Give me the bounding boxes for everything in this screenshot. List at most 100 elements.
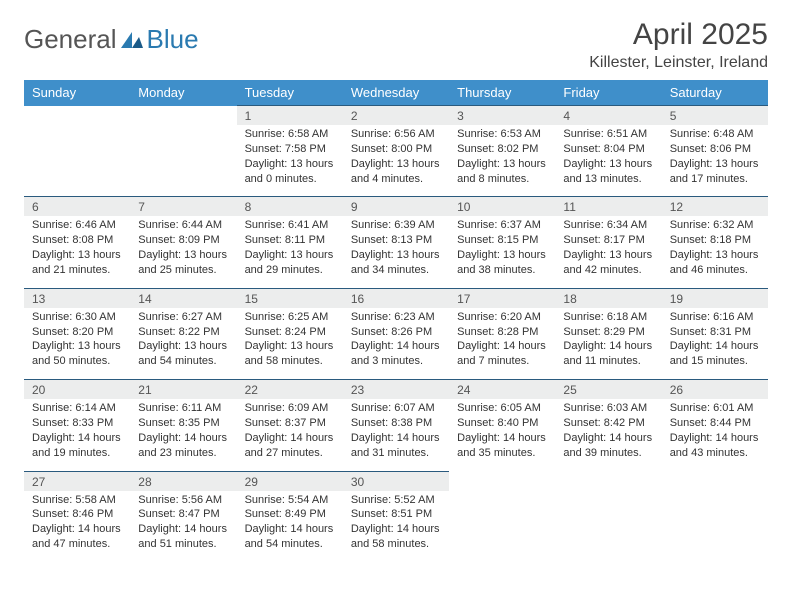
day-data-cell: Sunrise: 6:03 AMSunset: 8:42 PMDaylight:…: [555, 399, 661, 471]
weekday-header: Saturday: [662, 80, 768, 106]
day-data-cell: [130, 125, 236, 197]
daylight-text: Daylight: 14 hours and 23 minutes.: [138, 431, 228, 461]
day-number-cell: 10: [449, 197, 555, 217]
sunrise-text: Sunrise: 6:51 AM: [563, 127, 653, 142]
sunrise-text: Sunrise: 6:32 AM: [670, 218, 760, 233]
sunset-text: Sunset: 8:42 PM: [563, 416, 653, 431]
daylight-text: Daylight: 14 hours and 35 minutes.: [457, 431, 547, 461]
sunrise-text: Sunrise: 6:16 AM: [670, 310, 760, 325]
sunset-text: Sunset: 8:33 PM: [32, 416, 122, 431]
day-number-cell: 26: [662, 380, 768, 400]
day-number-cell: 16: [343, 288, 449, 308]
daylight-text: Daylight: 14 hours and 15 minutes.: [670, 339, 760, 369]
day-data-cell: Sunrise: 6:51 AMSunset: 8:04 PMDaylight:…: [555, 125, 661, 197]
sunset-text: Sunset: 8:40 PM: [457, 416, 547, 431]
day-data-cell: Sunrise: 6:07 AMSunset: 8:38 PMDaylight:…: [343, 399, 449, 471]
daylight-text: Daylight: 14 hours and 51 minutes.: [138, 522, 228, 552]
sunrise-text: Sunrise: 6:41 AM: [245, 218, 335, 233]
sunrise-text: Sunrise: 6:03 AM: [563, 401, 653, 416]
sunrise-text: Sunrise: 6:01 AM: [670, 401, 760, 416]
sunrise-text: Sunrise: 6:44 AM: [138, 218, 228, 233]
day-data-cell: [24, 125, 130, 197]
day-number-cell: 9: [343, 197, 449, 217]
sunset-text: Sunset: 8:49 PM: [245, 507, 335, 522]
sunset-text: Sunset: 8:00 PM: [351, 142, 441, 157]
day-data-cell: Sunrise: 6:18 AMSunset: 8:29 PMDaylight:…: [555, 308, 661, 380]
weekday-header-row: SundayMondayTuesdayWednesdayThursdayFrid…: [24, 80, 768, 106]
daylight-text: Daylight: 14 hours and 11 minutes.: [563, 339, 653, 369]
daylight-text: Daylight: 14 hours and 31 minutes.: [351, 431, 441, 461]
day-data-cell: [555, 491, 661, 562]
sunrise-text: Sunrise: 6:07 AM: [351, 401, 441, 416]
logo: General Blue: [24, 24, 199, 55]
day-number-row: 6789101112: [24, 197, 768, 217]
day-data-cell: Sunrise: 6:16 AMSunset: 8:31 PMDaylight:…: [662, 308, 768, 380]
sunrise-text: Sunrise: 6:14 AM: [32, 401, 122, 416]
day-number-cell: 7: [130, 197, 236, 217]
daylight-text: Daylight: 13 hours and 34 minutes.: [351, 248, 441, 278]
day-number-cell: 12: [662, 197, 768, 217]
calendar-table: SundayMondayTuesdayWednesdayThursdayFrid…: [24, 80, 768, 562]
day-number-row: 12345: [24, 106, 768, 126]
weekday-header: Friday: [555, 80, 661, 106]
sunset-text: Sunset: 8:04 PM: [563, 142, 653, 157]
sunrise-text: Sunrise: 6:53 AM: [457, 127, 547, 142]
sunrise-text: Sunrise: 6:20 AM: [457, 310, 547, 325]
day-number-cell: 17: [449, 288, 555, 308]
day-data-cell: Sunrise: 6:05 AMSunset: 8:40 PMDaylight:…: [449, 399, 555, 471]
day-number-cell: [449, 471, 555, 491]
header: General Blue April 2025 Killester, Leins…: [24, 18, 768, 72]
sunset-text: Sunset: 8:09 PM: [138, 233, 228, 248]
sunset-text: Sunset: 8:46 PM: [32, 507, 122, 522]
sunset-text: Sunset: 8:20 PM: [32, 325, 122, 340]
daylight-text: Daylight: 14 hours and 58 minutes.: [351, 522, 441, 552]
day-number-cell: 20: [24, 380, 130, 400]
day-data-cell: Sunrise: 6:30 AMSunset: 8:20 PMDaylight:…: [24, 308, 130, 380]
sunrise-text: Sunrise: 6:18 AM: [563, 310, 653, 325]
day-data-cell: Sunrise: 6:34 AMSunset: 8:17 PMDaylight:…: [555, 216, 661, 288]
sunrise-text: Sunrise: 6:56 AM: [351, 127, 441, 142]
sunset-text: Sunset: 8:29 PM: [563, 325, 653, 340]
daylight-text: Daylight: 14 hours and 43 minutes.: [670, 431, 760, 461]
day-number-cell: 2: [343, 106, 449, 126]
sunset-text: Sunset: 8:06 PM: [670, 142, 760, 157]
sunrise-text: Sunrise: 5:52 AM: [351, 493, 441, 508]
day-number-cell: [555, 471, 661, 491]
sunset-text: Sunset: 8:37 PM: [245, 416, 335, 431]
day-data-cell: Sunrise: 5:56 AMSunset: 8:47 PMDaylight:…: [130, 491, 236, 562]
sunset-text: Sunset: 8:26 PM: [351, 325, 441, 340]
day-data-cell: Sunrise: 6:27 AMSunset: 8:22 PMDaylight:…: [130, 308, 236, 380]
day-number-cell: 19: [662, 288, 768, 308]
weekday-header: Wednesday: [343, 80, 449, 106]
weekday-header: Monday: [130, 80, 236, 106]
sunrise-text: Sunrise: 6:23 AM: [351, 310, 441, 325]
sunset-text: Sunset: 8:24 PM: [245, 325, 335, 340]
day-data-cell: Sunrise: 6:41 AMSunset: 8:11 PMDaylight:…: [237, 216, 343, 288]
day-data-cell: [449, 491, 555, 562]
logo-mark-icon: [121, 30, 143, 50]
sunset-text: Sunset: 8:11 PM: [245, 233, 335, 248]
daylight-text: Daylight: 14 hours and 3 minutes.: [351, 339, 441, 369]
day-data-row: Sunrise: 6:30 AMSunset: 8:20 PMDaylight:…: [24, 308, 768, 380]
day-number-cell: 27: [24, 471, 130, 491]
daylight-text: Daylight: 14 hours and 54 minutes.: [245, 522, 335, 552]
daylight-text: Daylight: 13 hours and 17 minutes.: [670, 157, 760, 187]
daylight-text: Daylight: 13 hours and 13 minutes.: [563, 157, 653, 187]
day-number-cell: [24, 106, 130, 126]
sunset-text: Sunset: 8:17 PM: [563, 233, 653, 248]
day-data-cell: Sunrise: 5:54 AMSunset: 8:49 PMDaylight:…: [237, 491, 343, 562]
sunrise-text: Sunrise: 6:34 AM: [563, 218, 653, 233]
day-number-cell: 15: [237, 288, 343, 308]
daylight-text: Daylight: 13 hours and 0 minutes.: [245, 157, 335, 187]
day-number-cell: 5: [662, 106, 768, 126]
day-data-cell: Sunrise: 6:44 AMSunset: 8:09 PMDaylight:…: [130, 216, 236, 288]
day-data-cell: Sunrise: 6:25 AMSunset: 8:24 PMDaylight:…: [237, 308, 343, 380]
sunset-text: Sunset: 8:15 PM: [457, 233, 547, 248]
sunrise-text: Sunrise: 6:25 AM: [245, 310, 335, 325]
day-data-cell: Sunrise: 5:58 AMSunset: 8:46 PMDaylight:…: [24, 491, 130, 562]
sunset-text: Sunset: 8:51 PM: [351, 507, 441, 522]
weekday-header: Sunday: [24, 80, 130, 106]
daylight-text: Daylight: 13 hours and 42 minutes.: [563, 248, 653, 278]
day-number-cell: 4: [555, 106, 661, 126]
sunset-text: Sunset: 8:13 PM: [351, 233, 441, 248]
